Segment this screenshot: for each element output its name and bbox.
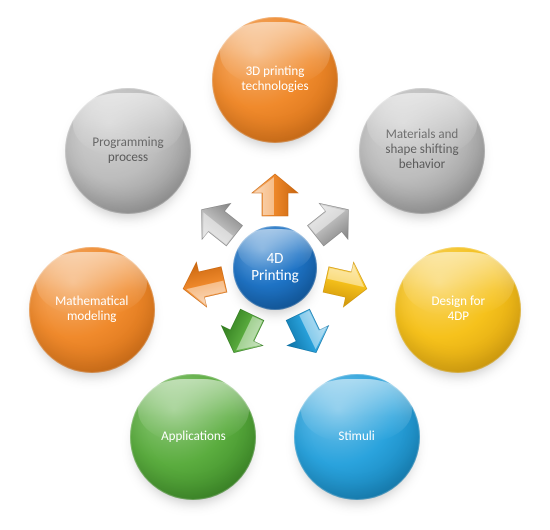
node-tech-label: 3D printingtechnologies: [241, 65, 308, 95]
node-design-label: Design for4DP: [432, 295, 486, 325]
diagram-stage: 4DPrinting 3D printingtechnologies Materia…: [0, 0, 550, 530]
arrow-design: [318, 253, 379, 317]
node-programming-label: Programmingprocess: [92, 136, 163, 166]
center-node-label: 4DPrinting: [251, 251, 298, 286]
node-math-label: Mathematicalmodeling: [55, 295, 128, 325]
arrow-math: [171, 253, 232, 317]
arrow-applications: [207, 301, 277, 369]
node-design: Design for4DP: [395, 247, 521, 373]
node-math: Mathematicalmodeling: [29, 247, 155, 373]
node-applications-label: Applications: [161, 430, 226, 445]
node-applications: Applications: [130, 374, 256, 500]
node-stimuli-label: Stimuli: [338, 430, 374, 445]
node-stimuli: Stimuli: [294, 374, 420, 500]
center-node: 4DPrinting: [233, 226, 317, 310]
node-materials-label: Materials andshape shiftingbehavior: [385, 128, 458, 173]
arrow-stimuli: [272, 301, 342, 369]
node-materials: Materials andshape shiftingbehavior: [359, 88, 485, 214]
arrow-tech: [248, 168, 302, 218]
node-tech: 3D printingtechnologies: [212, 17, 338, 143]
node-programming: Programmingprocess: [65, 88, 191, 214]
